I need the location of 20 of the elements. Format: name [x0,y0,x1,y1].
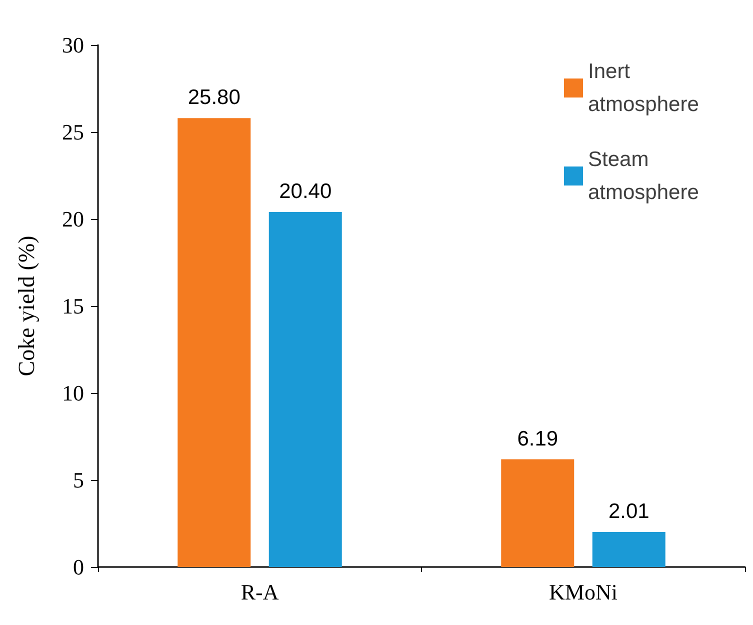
bar [268,212,342,567]
bar [178,118,251,567]
bar [592,532,666,567]
data-label: 6.19 [517,427,558,450]
data-label: 20.40 [279,180,332,204]
y-tick-label: 5 [73,468,84,492]
legend-label: Steam atmosphere [588,148,699,204]
legend-label: Inert atmosphere [588,60,699,116]
data-label: 25.80 [188,86,240,110]
bar [501,459,574,567]
y-tick-label: 25 [62,120,84,144]
y-tick-label: 30 [62,32,84,58]
data-label: 2.01 [608,500,650,524]
y-axis-title: Coke yield (%) [14,236,39,376]
x-tick-label: KMoNi [549,580,618,604]
y-tick-label: 10 [62,380,84,406]
y-tick-label: 0 [73,554,84,580]
y-tick-label: 20 [62,206,84,232]
y-tick-label: 15 [62,294,84,318]
x-tick-label: R-A [240,580,279,604]
